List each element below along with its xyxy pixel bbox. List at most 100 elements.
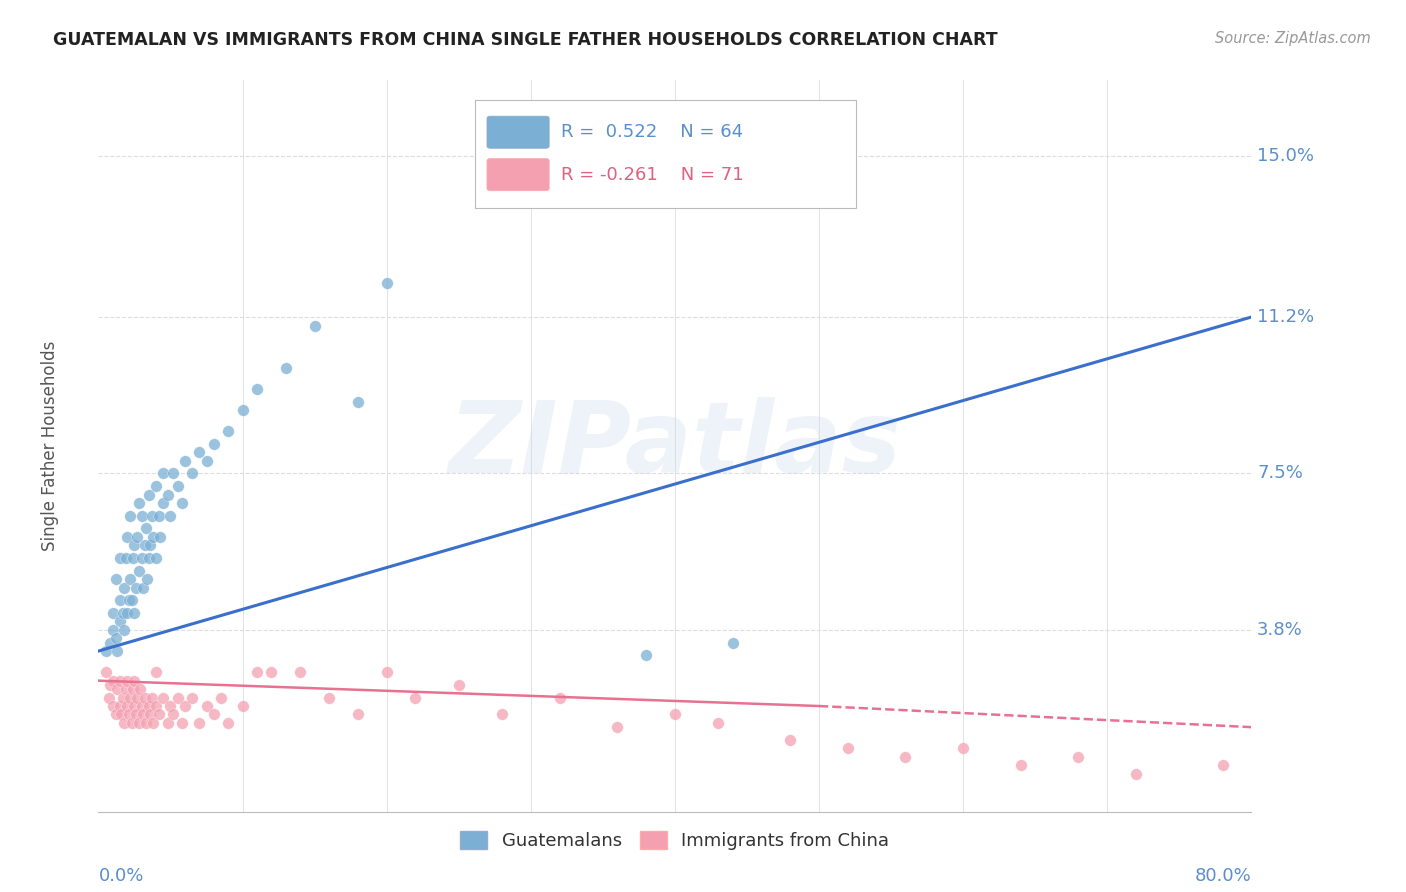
Point (721, 635, 744, 649)
Point (111, 606, 134, 620)
Point (145, 479, 167, 493)
Point (104, 632, 127, 646)
Point (346, 394, 368, 409)
Text: Single Father Households: Single Father Households (41, 341, 59, 551)
Point (491, 707, 513, 722)
Point (97, 690, 120, 705)
Point (94, 644, 117, 658)
Point (148, 508, 170, 523)
Point (108, 593, 131, 607)
Point (132, 707, 155, 722)
Point (134, 538, 156, 552)
Text: 7.5%: 7.5% (1257, 465, 1303, 483)
Point (98, 678, 121, 692)
Point (94, 665, 117, 680)
Point (112, 715, 135, 730)
Point (125, 581, 148, 595)
Point (181, 467, 204, 481)
Point (162, 467, 184, 481)
Point (118, 593, 141, 607)
Point (124, 538, 146, 552)
Text: 3.8%: 3.8% (1257, 621, 1303, 639)
Point (1067, 749, 1090, 764)
Text: ZIPatlas: ZIPatlas (449, 398, 901, 494)
Point (131, 699, 153, 714)
Point (170, 496, 193, 510)
Point (156, 715, 179, 730)
Point (304, 318, 326, 333)
Point (105, 644, 128, 658)
Point (141, 508, 163, 523)
Point (209, 690, 232, 705)
Point (120, 690, 142, 705)
Point (1125, 766, 1147, 780)
Point (170, 715, 193, 730)
Point (112, 623, 135, 637)
Point (135, 715, 157, 730)
Text: GUATEMALAN VS IMMIGRANTS FROM CHINA SINGLE FATHER HOUSEHOLDS CORRELATION CHART: GUATEMALAN VS IMMIGRANTS FROM CHINA SING… (53, 31, 998, 49)
Point (104, 572, 127, 586)
Point (138, 488, 160, 502)
Point (375, 277, 398, 291)
Point (122, 551, 145, 566)
Point (159, 699, 181, 714)
FancyBboxPatch shape (486, 116, 550, 148)
Point (1212, 758, 1234, 772)
Point (108, 615, 131, 629)
Point (375, 665, 398, 680)
Point (105, 682, 128, 697)
Point (134, 690, 156, 705)
Point (548, 690, 571, 705)
Point (217, 715, 239, 730)
Point (159, 508, 181, 523)
Point (664, 707, 686, 722)
Text: 0.0%: 0.0% (98, 867, 143, 885)
Point (104, 707, 127, 722)
Point (142, 715, 165, 730)
Point (779, 732, 801, 747)
Point (156, 488, 179, 502)
Point (246, 665, 269, 680)
Point (894, 749, 917, 764)
Point (606, 720, 628, 734)
Point (131, 508, 153, 523)
Text: Source: ZipAtlas.com: Source: ZipAtlas.com (1215, 31, 1371, 46)
Point (128, 496, 150, 510)
Point (145, 699, 167, 714)
Point (121, 715, 143, 730)
Point (110, 707, 132, 722)
Point (127, 530, 149, 544)
Point (491, 192, 513, 206)
Point (149, 530, 172, 544)
Point (128, 564, 150, 578)
Point (1010, 758, 1032, 772)
Point (952, 741, 974, 756)
Point (188, 445, 211, 459)
Point (188, 715, 211, 730)
Point (152, 496, 174, 510)
Point (136, 572, 159, 586)
Point (346, 707, 368, 722)
Text: 11.2%: 11.2% (1257, 308, 1315, 326)
Point (195, 454, 218, 468)
Point (145, 665, 167, 680)
Point (217, 424, 239, 438)
Text: R = -0.261    N = 71: R = -0.261 N = 71 (561, 166, 744, 184)
Point (129, 682, 152, 697)
Legend: Guatemalans, Immigrants from China: Guatemalans, Immigrants from China (453, 823, 897, 857)
Point (118, 707, 141, 722)
Point (148, 707, 170, 722)
Point (290, 665, 312, 680)
Point (125, 707, 148, 722)
Point (181, 690, 204, 705)
Point (101, 673, 124, 688)
Point (112, 581, 135, 595)
Point (117, 530, 139, 544)
Point (117, 699, 139, 714)
FancyBboxPatch shape (486, 159, 550, 191)
Point (707, 715, 730, 730)
Point (142, 530, 165, 544)
Point (108, 699, 131, 714)
Point (145, 551, 167, 566)
Point (135, 521, 157, 535)
